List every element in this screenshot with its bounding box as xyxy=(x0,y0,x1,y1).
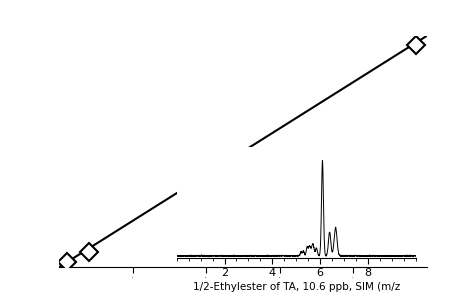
X-axis label: 1/2-Ethylester of TA, 10.6 ppb, SIM (m/z: 1/2-Ethylester of TA, 10.6 ppb, SIM (m/z xyxy=(192,282,400,292)
